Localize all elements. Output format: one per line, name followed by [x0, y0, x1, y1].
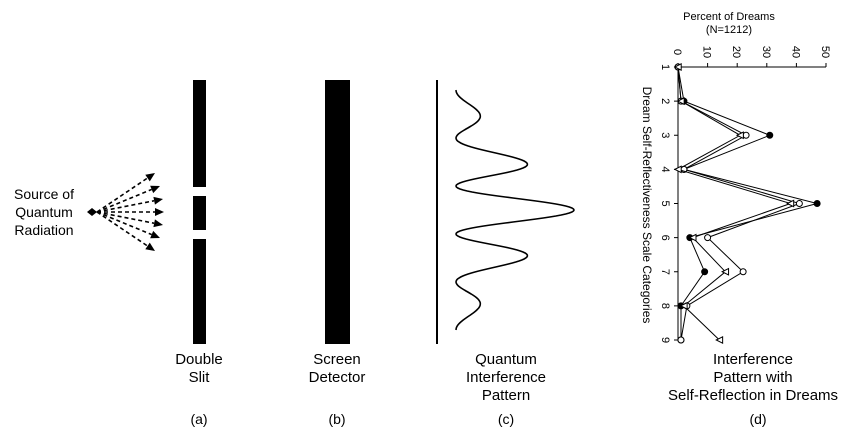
- category-tick-label: 5: [659, 200, 671, 206]
- arrowhead-icon: [145, 242, 155, 251]
- source-label-line-2: Quantum: [15, 204, 73, 220]
- category-tick-label: 6: [659, 235, 671, 241]
- source-label-line-3: Radiation: [14, 222, 73, 238]
- data-point-open-circle: [739, 268, 747, 276]
- radiation-ray: [96, 177, 148, 213]
- data-point-open-triangle: [721, 267, 730, 276]
- percent-tick-label: 40: [789, 46, 801, 58]
- double-slit-caption-line-2: Slit: [189, 369, 211, 386]
- arrowhead-icon: [153, 196, 163, 205]
- percent-tick-labels: 0 10 20 30 40 50: [671, 46, 831, 58]
- panel-letter-c: (c): [498, 411, 514, 427]
- data-point-open-circle: [677, 336, 685, 344]
- double-slit: [193, 80, 206, 344]
- pattern-caption-line-2: Interference: [466, 369, 546, 386]
- arrowhead-icon: [155, 208, 164, 216]
- category-tick-label: 2: [659, 98, 671, 104]
- slit-barrier-top: [193, 80, 206, 187]
- source-point-icon: [87, 208, 97, 216]
- radiation-rays: [96, 173, 164, 251]
- percent-tick-label: 30: [760, 46, 772, 58]
- category-tick-label: 7: [659, 269, 671, 275]
- data-point-open-triangle: [673, 62, 682, 72]
- chart-series: [673, 62, 821, 345]
- data-point-open-triangle: [735, 131, 744, 140]
- series-line-open-circle: [677, 66, 801, 341]
- pattern-caption-line-1: Quantum: [475, 351, 537, 368]
- data-point-open-triangle: [676, 97, 685, 106]
- dream-caption-line-1: Interference: [713, 351, 793, 368]
- screen-detector: [325, 80, 350, 344]
- category-tick-label: 3: [659, 132, 671, 138]
- double-slit-caption-line-1: Double: [175, 351, 223, 368]
- radiation-source: Source of Quantum Radiation: [14, 173, 164, 251]
- dream-caption-line-3: Self-Reflection in Dreams: [668, 387, 838, 404]
- category-tick-label: 1: [659, 64, 671, 70]
- pattern-caption-line-3: Pattern: [482, 387, 530, 404]
- category-axis-label: Dream Self-Reflectiveness Scale Categori…: [640, 87, 654, 324]
- chart-title-line-2: (N=1212): [706, 24, 752, 36]
- screen-detector-caption-line-2: Detector: [309, 369, 366, 386]
- data-point-open-triangle: [679, 301, 688, 310]
- percent-tick-label: 50: [819, 46, 831, 58]
- category-tick-labels: 1 2 3 4 5 6 7 8 9: [659, 64, 671, 343]
- arrowhead-icon: [150, 230, 160, 239]
- arrowhead-icon: [150, 185, 160, 194]
- percent-ticks: [677, 63, 827, 67]
- data-point-open-circle: [704, 234, 712, 242]
- category-tick-label: 8: [659, 303, 671, 309]
- panel-letter-b: (b): [328, 411, 345, 427]
- data-point-filled-circle: [813, 200, 821, 207]
- arrowhead-icon: [153, 219, 163, 228]
- panel-letter-d: (d): [749, 411, 766, 427]
- data-point-open-triangle: [715, 335, 724, 345]
- radiation-ray: [96, 211, 152, 236]
- screen-detector-caption-line-1: Screen: [313, 351, 361, 368]
- percent-tick-label: 0: [671, 49, 683, 55]
- dream-chart: Percent of Dreams (N=1212) 0 10 20 30 40 50 1…: [640, 11, 831, 345]
- data-point-open-circle: [795, 200, 803, 207]
- data-point-filled-circle: [766, 131, 774, 139]
- arrowhead-icon: [145, 173, 155, 182]
- percent-tick-label: 20: [730, 46, 742, 58]
- chart-title-line-1: Percent of Dreams: [683, 11, 775, 23]
- radiation-ray: [96, 188, 152, 213]
- percent-tick-label: 10: [701, 46, 713, 58]
- slit-barrier-middle: [193, 196, 206, 230]
- radiation-ray: [96, 199, 155, 213]
- radiation-ray: [96, 211, 148, 247]
- data-point-open-circle: [742, 131, 750, 139]
- interference-wave-curve: [455, 89, 575, 331]
- radiation-ray: [96, 211, 155, 225]
- source-label-line-1: Source of: [14, 186, 74, 202]
- slit-barrier-bottom: [193, 239, 206, 344]
- dream-caption-line-2: Pattern with: [713, 369, 792, 386]
- data-point-filled-circle: [701, 268, 709, 276]
- category-tick-label: 4: [659, 166, 671, 172]
- data-point-open-triangle: [673, 165, 682, 174]
- data-point-open-triangle: [786, 199, 795, 208]
- category-ticks: [674, 66, 678, 341]
- panel-letter-a: (a): [190, 411, 207, 427]
- category-tick-label: 9: [659, 337, 671, 343]
- data-point-open-triangle: [688, 233, 697, 242]
